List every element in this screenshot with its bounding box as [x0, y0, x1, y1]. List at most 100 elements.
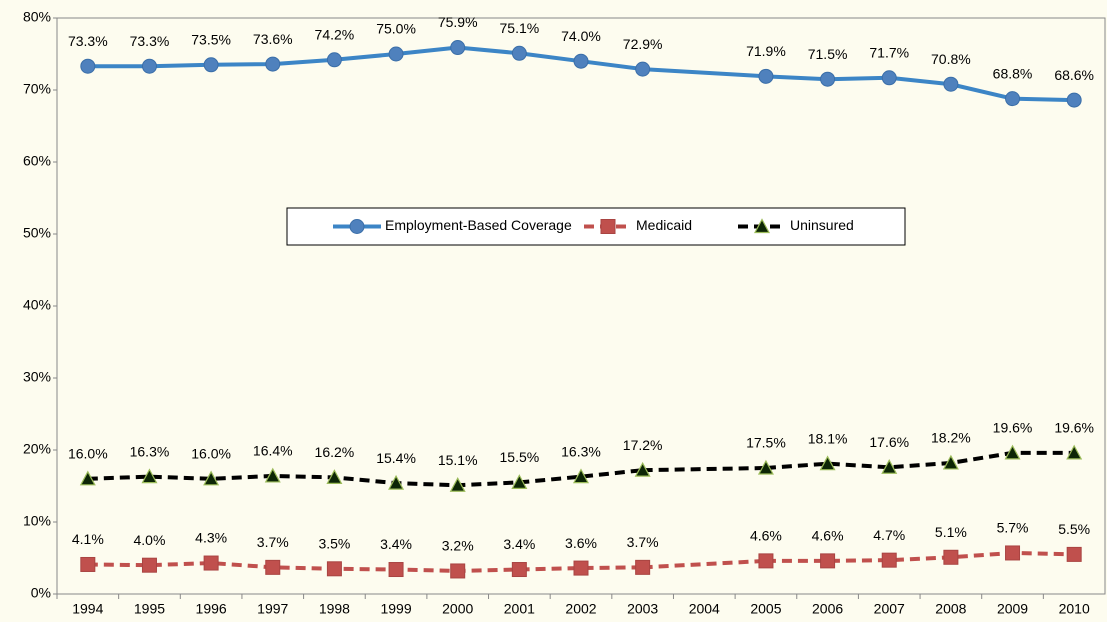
marker — [79, 470, 96, 486]
marker — [758, 553, 774, 569]
series-line — [765, 550, 1075, 563]
data-label: 68.6% — [1054, 67, 1094, 83]
marker — [265, 56, 281, 72]
data-label: 3.7% — [257, 534, 289, 550]
data-label: 18.1% — [808, 430, 848, 446]
y-tick-label: 80% — [23, 9, 51, 25]
marker — [1005, 545, 1021, 561]
data-label: 16.0% — [68, 446, 108, 462]
data-label: 3.2% — [442, 538, 474, 554]
marker — [1066, 444, 1083, 460]
data-label: 73.6% — [253, 31, 293, 47]
series-line — [87, 468, 643, 488]
marker — [388, 562, 404, 578]
data-label: 68.8% — [993, 65, 1033, 81]
data-label: 70.8% — [931, 51, 971, 67]
marker — [511, 45, 527, 61]
data-label: 71.7% — [869, 44, 909, 60]
data-label: 17.6% — [869, 434, 909, 450]
data-label: 73.3% — [130, 33, 170, 49]
data-label: 15.5% — [500, 449, 540, 465]
x-tick-label: 2003 — [627, 601, 658, 617]
marker — [820, 71, 836, 87]
data-label: 19.6% — [993, 420, 1033, 436]
y-tick-label: 40% — [23, 297, 51, 313]
y-tick-label: 30% — [23, 369, 51, 385]
legend-label: Employment-Based Coverage — [385, 217, 572, 233]
x-tick-label: 2007 — [874, 601, 905, 617]
data-label: 4.0% — [134, 532, 166, 548]
data-label: 5.5% — [1058, 521, 1090, 537]
marker — [758, 68, 774, 84]
x-tick-label: 2005 — [750, 601, 781, 617]
marker — [1005, 91, 1021, 107]
marker — [573, 53, 589, 69]
data-label: 5.1% — [935, 524, 967, 540]
data-label: 3.6% — [565, 535, 597, 551]
marker — [753, 218, 771, 234]
data-label: 73.3% — [68, 33, 108, 49]
data-label: 4.6% — [750, 528, 782, 544]
legend-label: Uninsured — [790, 217, 854, 233]
marker — [943, 76, 959, 92]
data-label: 15.4% — [376, 450, 416, 466]
x-tick-label: 2006 — [812, 601, 843, 617]
marker — [388, 46, 404, 62]
x-tick-label: 2000 — [442, 601, 473, 617]
y-tick-label: 50% — [23, 225, 51, 241]
marker — [881, 552, 897, 568]
series-line-bridge — [642, 67, 767, 79]
marker — [141, 557, 157, 573]
data-label: 4.6% — [812, 528, 844, 544]
x-tick-label: 1999 — [380, 601, 411, 617]
data-label: 16.3% — [561, 443, 601, 459]
marker — [203, 57, 219, 73]
x-tick-label: 2010 — [1059, 601, 1090, 617]
marker — [326, 561, 342, 577]
series-line-bridge — [642, 466, 766, 473]
x-tick-label: 2001 — [504, 601, 535, 617]
marker — [80, 556, 96, 572]
x-tick-label: 2008 — [935, 601, 966, 617]
data-label: 3.7% — [627, 534, 659, 550]
legend-box — [286, 207, 906, 246]
data-label: 16.3% — [130, 443, 170, 459]
data-label: 15.1% — [438, 452, 478, 468]
marker — [80, 58, 96, 74]
y-tick-label: 10% — [23, 513, 51, 529]
marker — [1066, 92, 1082, 108]
series-line — [765, 450, 1075, 470]
marker — [635, 61, 651, 77]
marker — [942, 454, 959, 470]
data-label: 74.2% — [315, 26, 355, 42]
series-line — [765, 74, 1075, 103]
legend-label: Medicaid — [636, 217, 692, 233]
data-label: 5.7% — [997, 520, 1029, 536]
marker — [450, 40, 466, 56]
marker — [264, 467, 281, 483]
series-line — [87, 45, 643, 72]
y-tick-label: 60% — [23, 153, 51, 169]
data-label: 4.7% — [873, 527, 905, 543]
data-label: 16.4% — [253, 443, 293, 459]
marker — [511, 474, 528, 489]
marker — [265, 559, 281, 575]
x-tick-label: 1996 — [196, 601, 227, 617]
data-label: 71.9% — [746, 43, 786, 59]
x-tick-label: 1994 — [72, 601, 103, 617]
data-label: 16.2% — [315, 444, 355, 460]
marker — [449, 477, 466, 492]
y-tick-label: 70% — [23, 81, 51, 97]
data-label: 3.4% — [503, 536, 535, 552]
data-label: 17.5% — [746, 435, 786, 451]
x-tick-label: 2004 — [689, 601, 720, 617]
data-label: 3.4% — [380, 536, 412, 552]
data-label: 73.5% — [191, 32, 231, 48]
data-label: 75.1% — [500, 20, 540, 36]
marker — [511, 562, 527, 578]
marker — [141, 468, 158, 484]
marker — [1004, 444, 1021, 460]
marker — [388, 474, 405, 490]
marker — [203, 555, 219, 571]
